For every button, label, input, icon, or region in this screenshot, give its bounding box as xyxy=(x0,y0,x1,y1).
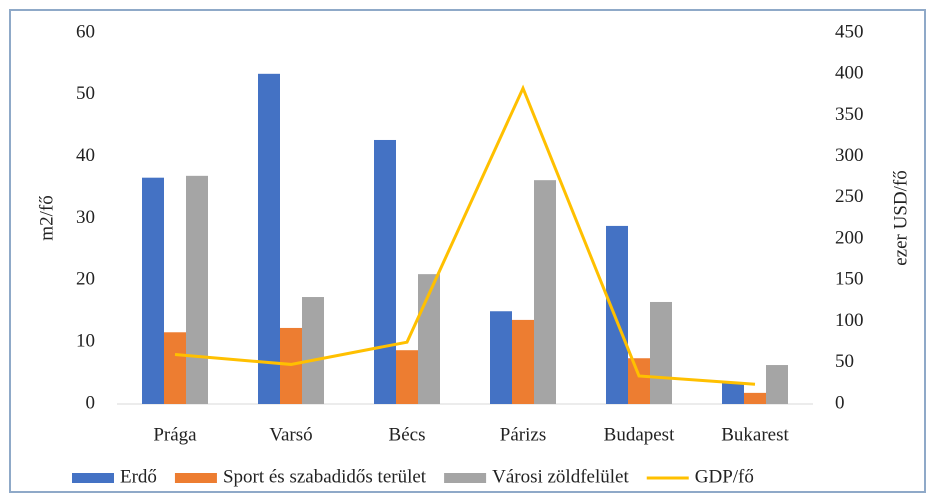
y2-tick-label: 400 xyxy=(835,63,864,84)
y-tick-label: 60 xyxy=(76,21,95,42)
bar xyxy=(766,365,788,404)
bar xyxy=(164,332,186,404)
y2-tick-label: 350 xyxy=(835,104,864,125)
bar xyxy=(650,301,672,404)
y2-axis-title: ezer USD/fő xyxy=(890,170,911,266)
bar xyxy=(512,319,534,404)
x-tick-label: Varsó xyxy=(269,424,312,445)
legend-label: GDP/fő xyxy=(695,466,754,487)
bar xyxy=(186,175,208,404)
bar xyxy=(142,177,164,404)
y-tick-label: 40 xyxy=(76,145,95,166)
bar xyxy=(534,180,556,404)
bar xyxy=(722,382,744,404)
y2-tick-label: 100 xyxy=(835,310,864,331)
y-tick-label: 50 xyxy=(76,83,95,104)
x-tick-label: Bukarest xyxy=(721,424,789,445)
y-axis-title: m2/fő xyxy=(36,195,57,240)
y2-tick-label: 200 xyxy=(835,227,864,248)
y-tick-label: 0 xyxy=(86,392,96,413)
bar xyxy=(606,225,628,404)
legend-label: Erdő xyxy=(120,466,157,487)
legend-swatch xyxy=(444,473,487,483)
bar xyxy=(744,392,766,404)
y-tick-label: 10 xyxy=(76,331,95,352)
y2-tick-label: 0 xyxy=(835,392,845,413)
bar xyxy=(490,311,512,404)
x-tick-label: Budapest xyxy=(604,424,675,445)
legend-swatch xyxy=(174,473,217,483)
y2-tick-label: 300 xyxy=(835,145,864,166)
x-tick-label: Bécs xyxy=(389,424,426,445)
legend-label: Városi zöldfelület xyxy=(492,466,629,487)
legend-swatch xyxy=(72,473,114,483)
x-tick-label: Prága xyxy=(153,424,197,445)
bar xyxy=(258,73,280,404)
y-tick-label: 20 xyxy=(76,269,95,290)
y-tick-label: 30 xyxy=(76,207,95,228)
y2-tick-label: 450 xyxy=(835,21,864,42)
bar xyxy=(374,139,396,404)
bar xyxy=(396,350,418,404)
bar xyxy=(302,297,324,404)
legend-label: Sport és szabadidős terület xyxy=(223,466,427,487)
x-tick-label: Párizs xyxy=(500,424,546,445)
y2-tick-label: 50 xyxy=(835,351,854,372)
bar xyxy=(280,327,302,404)
y2-tick-label: 250 xyxy=(835,186,864,207)
y2-tick-label: 150 xyxy=(835,269,864,290)
line xyxy=(174,84,756,386)
bar xyxy=(628,358,650,404)
